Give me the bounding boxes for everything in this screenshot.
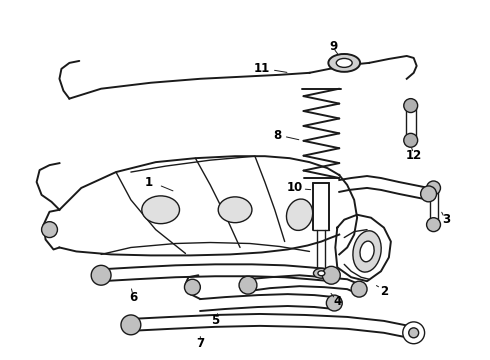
Ellipse shape [287,199,313,230]
Circle shape [91,265,111,285]
Circle shape [404,99,417,113]
Circle shape [420,186,437,202]
Text: 9: 9 [329,40,338,53]
Ellipse shape [328,54,360,72]
Circle shape [326,295,342,311]
Circle shape [351,281,367,297]
Circle shape [121,315,141,335]
Text: 11: 11 [254,62,270,75]
Text: 3: 3 [442,213,450,226]
Ellipse shape [318,271,325,276]
Ellipse shape [314,268,329,278]
Circle shape [322,266,340,284]
Ellipse shape [353,231,381,272]
Circle shape [403,322,425,344]
Text: 7: 7 [196,337,204,350]
Text: 2: 2 [380,285,388,298]
Text: 10: 10 [287,181,303,194]
Text: 12: 12 [406,149,422,162]
Text: 6: 6 [130,291,138,303]
Text: 4: 4 [333,294,342,307]
Ellipse shape [336,58,352,67]
Text: 8: 8 [273,129,282,142]
Circle shape [42,222,57,238]
Text: 5: 5 [211,314,220,327]
Ellipse shape [218,197,252,223]
Circle shape [239,276,257,294]
Circle shape [427,218,441,231]
Ellipse shape [142,196,179,224]
Circle shape [427,181,441,195]
Ellipse shape [360,241,374,262]
Text: 1: 1 [145,176,153,189]
Circle shape [409,328,418,338]
Circle shape [404,133,417,147]
Circle shape [184,279,200,295]
